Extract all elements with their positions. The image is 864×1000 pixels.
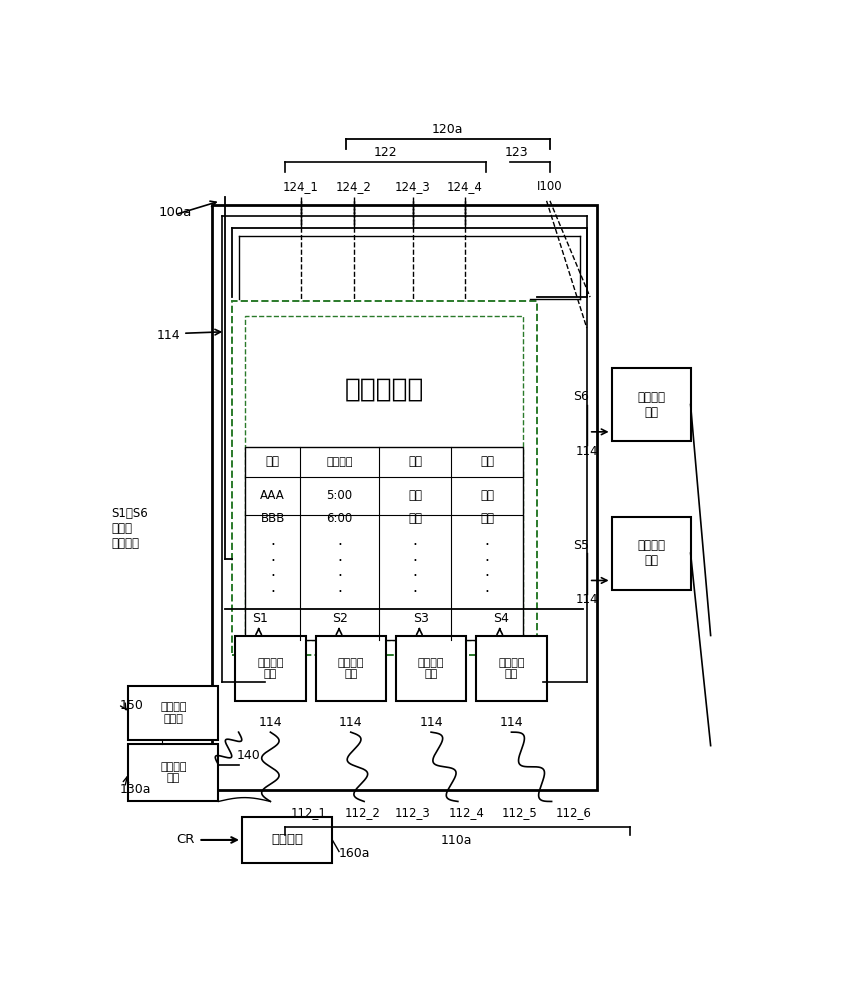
Text: 140: 140 <box>237 749 260 762</box>
Text: 基隆: 基隆 <box>408 512 422 525</box>
Text: ·: · <box>337 538 342 553</box>
Text: 6:00: 6:00 <box>327 512 353 525</box>
Bar <box>245 316 524 640</box>
Text: S2: S2 <box>333 612 348 625</box>
Text: 114: 114 <box>575 445 598 458</box>
Text: S1至S6
的至少
其中之一: S1至S6 的至少 其中之一 <box>111 507 148 550</box>
Text: 车次: 车次 <box>266 455 280 468</box>
Text: 114: 114 <box>419 716 443 729</box>
Text: 显示驱动
电路: 显示驱动 电路 <box>338 658 364 679</box>
Text: ·: · <box>485 569 489 584</box>
Text: 124_4: 124_4 <box>447 180 483 193</box>
Text: S5: S5 <box>573 539 588 552</box>
Text: S6: S6 <box>573 390 588 403</box>
Text: 112_1: 112_1 <box>291 806 327 820</box>
Text: ·: · <box>485 554 489 569</box>
Text: 112_3: 112_3 <box>395 806 430 820</box>
Text: 123: 123 <box>505 146 528 159</box>
Text: 114: 114 <box>156 329 181 342</box>
Bar <box>212 205 597 790</box>
Text: ·: · <box>485 585 489 600</box>
Text: 起站: 起站 <box>408 455 422 468</box>
Bar <box>128 686 219 740</box>
Text: 114: 114 <box>575 593 598 606</box>
Text: ·: · <box>270 554 275 569</box>
Text: 110a: 110a <box>441 834 472 847</box>
Text: ·: · <box>485 538 489 553</box>
Text: CR: CR <box>176 833 195 846</box>
Text: 基隆: 基隆 <box>408 489 422 502</box>
Text: ·: · <box>270 585 275 600</box>
Bar <box>612 517 690 590</box>
Bar <box>476 636 547 701</box>
Bar <box>612 368 690 441</box>
Text: 树林: 树林 <box>480 489 494 502</box>
Bar <box>315 636 386 701</box>
Text: ·: · <box>337 554 342 569</box>
Text: 112_4: 112_4 <box>448 806 484 820</box>
Text: 114: 114 <box>258 716 283 729</box>
Bar <box>128 744 219 801</box>
Text: 终站: 终站 <box>480 455 494 468</box>
Text: 130a: 130a <box>120 783 151 796</box>
Text: 显示驱动
电路: 显示驱动 电路 <box>637 391 665 419</box>
Text: 检测电路
单元: 检测电路 单元 <box>160 762 187 783</box>
Text: S1: S1 <box>252 612 268 625</box>
Text: 显示驱动
电路: 显示驱动 电路 <box>257 658 283 679</box>
Text: ·: · <box>413 538 417 553</box>
Text: ·: · <box>413 554 417 569</box>
Text: 124_3: 124_3 <box>395 180 430 193</box>
Text: 124_1: 124_1 <box>283 180 319 193</box>
Text: 114: 114 <box>499 716 524 729</box>
Text: AAA: AAA <box>260 489 285 502</box>
Bar <box>232 301 537 655</box>
Text: ·: · <box>270 569 275 584</box>
Text: 120a: 120a <box>432 123 463 136</box>
Text: 112_2: 112_2 <box>345 806 380 820</box>
Text: 软性印刷
电路板: 软性印刷 电路板 <box>160 702 187 724</box>
Text: S3: S3 <box>413 612 429 625</box>
Text: ·: · <box>337 569 342 584</box>
Text: 112_6: 112_6 <box>556 806 591 820</box>
Text: 112_5: 112_5 <box>502 806 537 820</box>
Text: ·: · <box>270 538 275 553</box>
Text: 5:00: 5:00 <box>327 489 353 502</box>
Text: 122: 122 <box>374 146 397 159</box>
Bar <box>396 636 467 701</box>
Bar <box>242 817 333 863</box>
Text: 114: 114 <box>339 716 363 729</box>
Bar <box>235 636 306 701</box>
Text: 新竹: 新竹 <box>480 512 494 525</box>
Text: 150: 150 <box>120 699 144 712</box>
Text: 控制单元: 控制单元 <box>271 833 303 846</box>
Text: ·: · <box>413 585 417 600</box>
Text: 显示驱动
电路: 显示驱动 电路 <box>637 539 665 567</box>
Text: I100: I100 <box>537 180 562 193</box>
Text: 开车时刻: 开车时刻 <box>327 457 353 467</box>
Text: ·: · <box>337 585 342 600</box>
Text: 160a: 160a <box>339 847 371 860</box>
Text: 显示驱动
电路: 显示驱动 电路 <box>418 658 444 679</box>
Text: 124_2: 124_2 <box>336 180 372 193</box>
Text: BBB: BBB <box>261 512 285 525</box>
Text: 100a: 100a <box>158 206 192 219</box>
Text: 显示驱动
电路: 显示驱动 电路 <box>499 658 524 679</box>
Bar <box>245 447 524 640</box>
Text: S4: S4 <box>493 612 509 625</box>
Text: ·: · <box>413 569 417 584</box>
Text: 火车时刻表: 火车时刻表 <box>345 376 424 402</box>
